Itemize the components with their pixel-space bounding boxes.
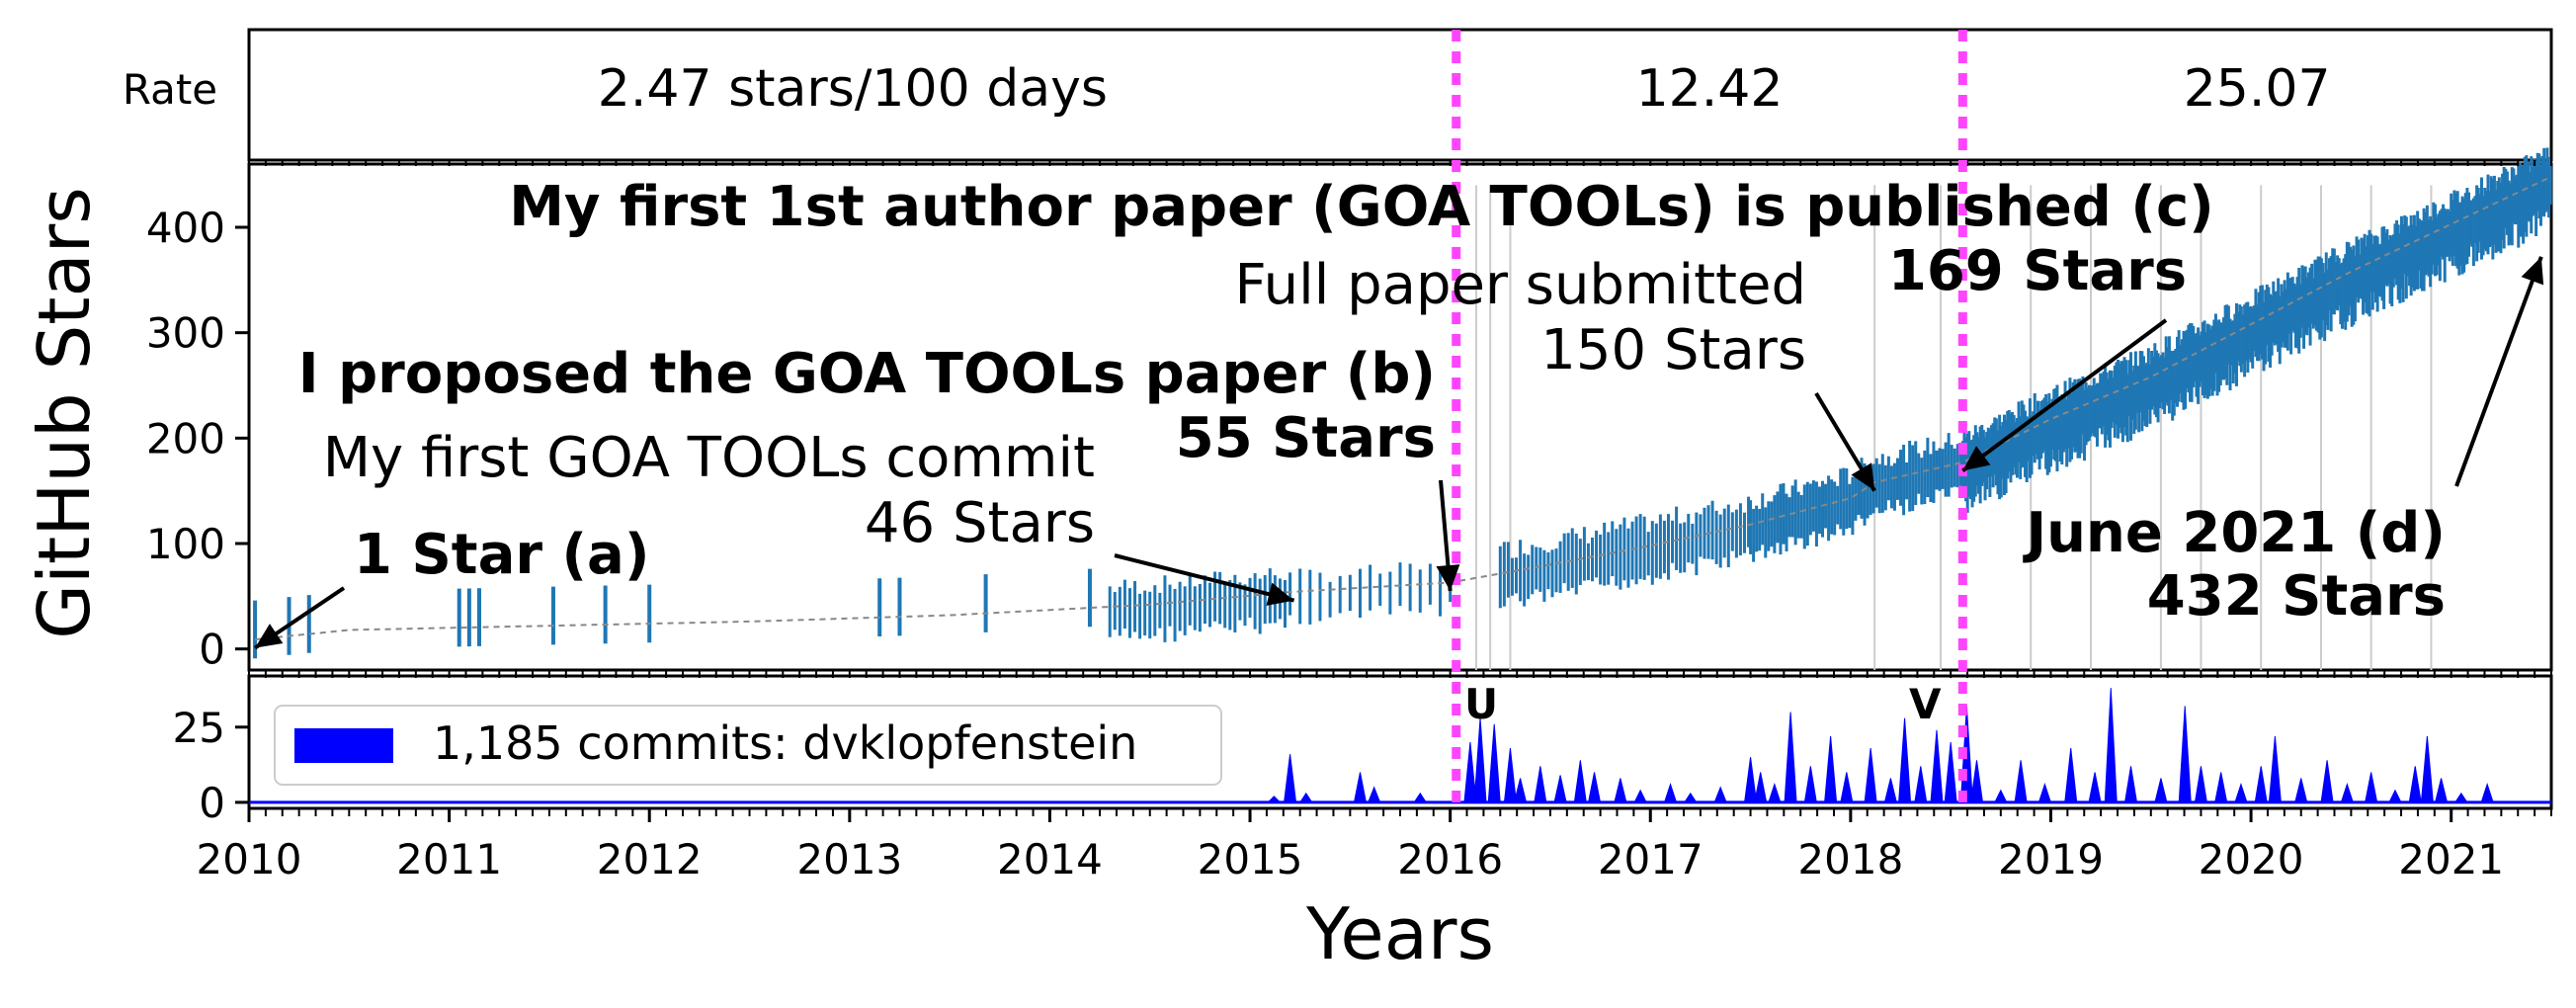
legend-label: 1,185 commits: dvklopfenstein <box>433 716 1137 770</box>
annot-d-stars: 432 Stars <box>2147 564 2446 629</box>
stars-y-tick-label-300: 300 <box>146 309 225 358</box>
annot-b-title: I proposed the GOA TOOLs paper (b) <box>298 342 1436 406</box>
marker-u: U <box>1464 680 1498 728</box>
stars-ylabel: GitHub Stars <box>23 187 106 639</box>
commits-y-tick-label-25: 25 <box>173 704 225 752</box>
stars-y-tick-label-0: 0 <box>199 626 225 674</box>
x-tick-label-2016: 2016 <box>1397 835 1503 883</box>
x-tick-label-2021: 2021 <box>2398 835 2504 883</box>
arrow-c-shaft <box>1961 318 2168 473</box>
arrow-150-head <box>1851 462 1875 491</box>
x-tick-label-2017: 2017 <box>1598 835 1703 883</box>
x-tick-label-2019: 2019 <box>1998 835 2104 883</box>
legend-frame <box>274 705 1222 786</box>
annot-a-stars: 1 Star (a) <box>354 523 649 587</box>
x-tick-label-2010: 2010 <box>197 835 302 883</box>
commits-area <box>249 688 2551 803</box>
arrow-c-head <box>1962 446 1991 471</box>
stars-trend-line <box>254 175 2552 641</box>
annot-submitted: Full paper submitted <box>1235 253 1806 317</box>
x-tick-label-2013: 2013 <box>796 835 902 883</box>
legend-swatch <box>294 728 393 763</box>
x-tick-label-2014: 2014 <box>997 835 1103 883</box>
commits-y-tick-label-0: 0 <box>199 779 225 827</box>
rate-segment-1: 12.42 <box>1636 59 1784 119</box>
x-tick-label-2012: 2012 <box>597 835 703 883</box>
rate-segment-0: 2.47 stars/100 days <box>598 59 1108 119</box>
marker-v: V <box>1909 680 1942 728</box>
stars-y-tick-label-400: 400 <box>146 204 225 252</box>
x-tick-label-2018: 2018 <box>1797 835 1903 883</box>
commit-area <box>249 688 2551 804</box>
annot-d-title: June 2021 (d) <box>2022 501 2446 565</box>
stars-y-tick-label-200: 200 <box>146 414 225 462</box>
commits-legend: 1,185 commits: dvklopfenstein <box>274 705 1222 786</box>
arrow-d-head <box>2521 256 2544 286</box>
axis-ticks: 2010 2011 2012 2013 2014 2015 2016 2017 2018 2019… <box>146 160 2552 883</box>
rate-segment-2: 25.07 <box>2184 59 2331 119</box>
annot-c-title: My first 1st author paper (GOA TOOLs) is… <box>509 175 2214 239</box>
annot-150-stars: 150 Stars <box>1540 318 1806 382</box>
arrow-b-head <box>1436 564 1460 591</box>
arrow-d-shaft <box>2454 256 2543 487</box>
arrow-46-head <box>1266 582 1294 606</box>
x-tick-label-2015: 2015 <box>1198 835 1303 883</box>
rate-labels: 2.47 stars/100 days 12.42 25.07 <box>598 59 2331 119</box>
annotations <box>253 256 2544 650</box>
star-bars <box>253 147 2552 659</box>
rate-ylabel: Rate <box>123 65 217 114</box>
x-axis-label: Years <box>1305 892 1494 975</box>
vertical-markers <box>1452 30 1967 808</box>
stars-y-tick-label-100: 100 <box>146 520 225 568</box>
x-tick-label-2020: 2020 <box>2199 835 2304 883</box>
release-lines <box>1474 185 2433 670</box>
arrow-46-shaft <box>1114 553 1295 603</box>
annot-c-stars: 169 Stars <box>1888 239 2187 303</box>
annot-first-commit: My first GOA TOOLs commit <box>323 426 1095 490</box>
annot-b-stars: 55 Stars <box>1176 406 1436 470</box>
arrow-a-head <box>255 624 284 648</box>
annot-46-stars: 46 Stars <box>865 491 1095 555</box>
x-tick-label-2011: 2011 <box>396 835 502 883</box>
